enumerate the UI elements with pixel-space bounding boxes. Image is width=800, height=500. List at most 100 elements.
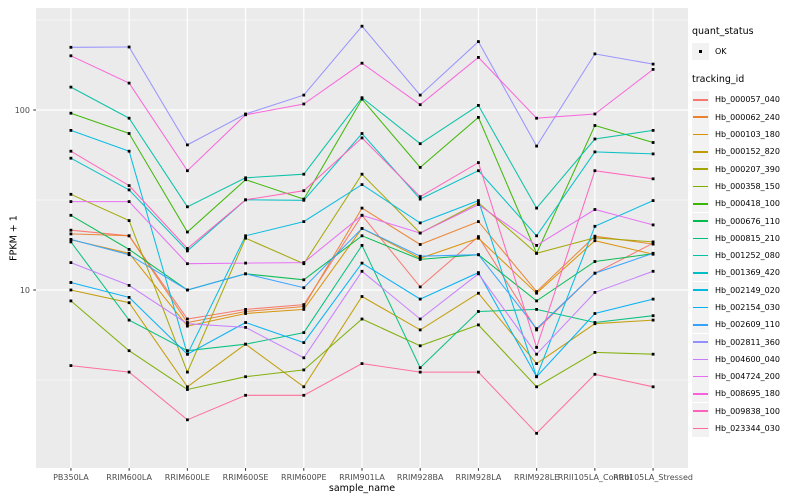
legend-color-key [692, 212, 709, 230]
data-point [302, 393, 306, 397]
data-point [360, 136, 364, 140]
data-point [477, 203, 480, 206]
ok-label: OK [715, 47, 727, 57]
data-point [535, 144, 538, 148]
data-point [244, 234, 247, 238]
legend-color-key [692, 385, 709, 403]
legend-entry-Hb_000103_180: Hb_000103_180 [692, 126, 800, 144]
legend-line-swatch [693, 168, 708, 170]
data-point [477, 56, 480, 59]
data-point [651, 242, 655, 246]
legend-line-swatch [693, 237, 708, 240]
legend-entry-Hb_002609_110: Hb_002609_110 [692, 316, 800, 334]
data-point [69, 129, 73, 132]
data-point [127, 200, 131, 203]
legend-entry-label: Hb_000057_040 [715, 95, 780, 105]
ok-point-icon [699, 50, 702, 54]
data-point [535, 346, 538, 349]
data-point [651, 177, 655, 181]
data-point [69, 238, 73, 241]
legend-line-swatch [693, 220, 708, 222]
data-point [244, 176, 247, 180]
data-point [535, 431, 538, 435]
data-point [302, 102, 306, 106]
data-point [69, 156, 73, 160]
data-point [477, 272, 480, 276]
data-point [593, 234, 597, 238]
data-point [186, 288, 189, 292]
x-tick-label: RRIM600LA [106, 473, 153, 482]
data-point [651, 152, 655, 156]
data-point [418, 258, 422, 261]
legend-color-key [692, 143, 709, 161]
data-point [651, 318, 655, 322]
legend-entry-label: Hb_002154_030 [715, 303, 780, 312]
y-tick-label: 100 [14, 105, 30, 115]
legend-entry-Hb_000815_210: Hb_000815_210 [692, 229, 800, 247]
data-point [535, 352, 538, 356]
data-point [127, 251, 131, 255]
legend-entry-label: Hb_008695_180 [715, 389, 780, 399]
legend-line-swatch [693, 341, 708, 343]
data-point [651, 141, 655, 144]
legend-color-key [692, 91, 709, 109]
data-point [186, 230, 189, 234]
legend-entry-Hb_000062_240: Hb_000062_240 [692, 108, 800, 126]
legend-entry-label: Hb_023344_030 [715, 424, 780, 434]
data-point [535, 234, 538, 238]
data-point [651, 314, 655, 318]
data-point [651, 129, 655, 132]
legend-entry-label: Hb_000207_390 [715, 164, 780, 174]
legend-line-swatch [693, 427, 708, 430]
data-point [477, 370, 480, 374]
data-point [244, 321, 247, 324]
legend-entry-label: Hb_000358_150 [715, 181, 780, 191]
data-point [127, 45, 131, 49]
data-point [418, 197, 422, 201]
data-point [69, 200, 73, 203]
data-point [360, 261, 364, 265]
legend-entry-label: Hb_002149_020 [715, 285, 780, 295]
tracking-id-legend-title: tracking_id [692, 74, 745, 86]
legend-entry-Hb_004724_200: Hb_004724_200 [692, 368, 800, 386]
data-point [593, 208, 597, 211]
data-point [418, 317, 422, 321]
y-axis-title: FPKM + 1 [8, 215, 20, 261]
legend-color-key [692, 368, 709, 386]
y-tick-label: 10 [19, 285, 30, 295]
legend-entry-Hb_008695_180: Hb_008695_180 [692, 385, 800, 403]
data-point [127, 234, 131, 238]
data-point [418, 254, 422, 258]
data-point [593, 312, 597, 315]
legend-color-key [692, 281, 709, 299]
legend-entry-label: Hb_002811_360 [715, 337, 780, 347]
data-point [593, 260, 597, 263]
data-point [651, 269, 655, 273]
data-point [593, 351, 597, 354]
data-point [360, 295, 364, 298]
data-point [418, 366, 422, 370]
data-point [418, 221, 422, 225]
data-point [593, 137, 597, 141]
data-point [244, 113, 247, 117]
x-tick-label: RRIM901LA [339, 473, 385, 482]
legend-entry-Hb_000418_100: Hb_000418_100 [692, 195, 800, 213]
data-point [186, 262, 189, 266]
data-point [127, 188, 131, 192]
legend-color-key [692, 108, 709, 126]
data-point [593, 169, 597, 173]
data-point [418, 166, 422, 169]
legend-entry-Hb_002154_030: Hb_002154_030 [692, 299, 800, 316]
data-point [127, 149, 131, 153]
legend-color-key [692, 402, 709, 420]
legend-entry-label: Hb_000152_820 [715, 147, 780, 157]
ok-point-key [692, 43, 709, 61]
legend-line-swatch [693, 410, 708, 413]
legend-line-swatch [693, 358, 708, 361]
data-point [418, 93, 422, 97]
legend-entry-Hb_001252_080: Hb_001252_080 [692, 247, 800, 265]
data-point [418, 344, 422, 348]
data-point [186, 388, 189, 391]
data-point [418, 285, 422, 289]
legend-entry-Hb_002811_360: Hb_002811_360 [692, 333, 800, 351]
